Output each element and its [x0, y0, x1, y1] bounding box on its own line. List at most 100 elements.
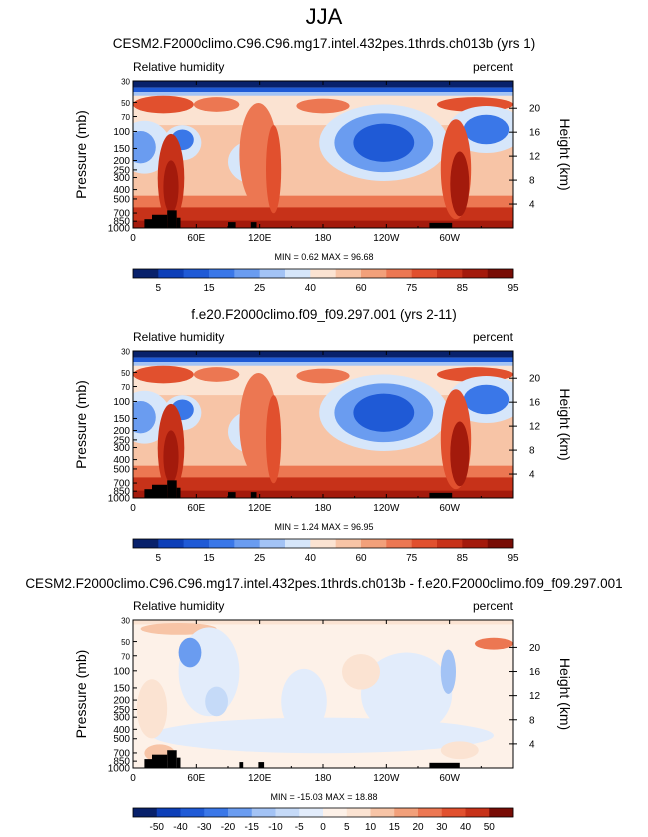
topo-4: [176, 217, 181, 228]
colorbar-box: [180, 808, 205, 817]
colorbar-box: [437, 539, 463, 548]
colorbar-box: [158, 539, 184, 548]
min-max-stats: MIN = 1.24 MAX = 96.95: [274, 522, 373, 532]
colorbar-box: [386, 539, 412, 548]
y-tick-label: 30: [121, 348, 130, 357]
colorbar-box: [441, 808, 466, 817]
colorbar-frame: [132, 538, 514, 549]
y-tick-label: 700: [113, 479, 130, 490]
y-axis-title-right: Height (km): [557, 388, 573, 460]
colorbar-label: 75: [406, 283, 418, 294]
height-tick-label: 16: [529, 398, 541, 409]
field-upper-moist-2: [193, 97, 240, 112]
y-axis-title: Pressure (mb): [73, 650, 89, 739]
colorbar-label: 5: [156, 553, 162, 564]
colorbar-box: [310, 269, 336, 278]
field-dry-west-inner: [133, 400, 156, 434]
units-label: percent: [473, 599, 514, 613]
y-tick-label: 850: [113, 217, 130, 228]
colorbar-label: 85: [457, 553, 469, 564]
y-tick-label: 150: [113, 144, 130, 155]
units-label: percent: [473, 330, 514, 344]
topo-1: [144, 759, 152, 768]
colorbar: 5 15 25 40 60 75 85 95: [132, 538, 519, 564]
colorbar-box: [489, 808, 514, 817]
y-tick-label: 400: [113, 185, 130, 196]
topo-6: [250, 492, 257, 498]
panel-title: CESM2.F2000climo.C96.C96.mg17.intel.432p…: [113, 36, 535, 51]
colorbar-box: [462, 269, 488, 278]
colorbar-box: [310, 539, 336, 548]
colorbar-box: [346, 808, 371, 817]
x-tick-label: 120W: [373, 233, 400, 244]
colorbar-label: 10: [365, 822, 377, 832]
field-plume-warmpool-core: [266, 125, 282, 214]
variable-label: Relative humidity: [133, 330, 224, 344]
height-tick-label: 16: [529, 667, 541, 678]
height-tick-label: 12: [529, 691, 541, 702]
field-plume-africa-core: [163, 430, 179, 484]
colorbar-box: [209, 269, 235, 278]
panel-3: CESM2.F2000climo.C96.C96.mg17.intel.432p…: [25, 576, 622, 833]
height-tick-label: 8: [529, 446, 535, 457]
field-plume-america-core: [450, 421, 470, 487]
y-tick-label: 100: [113, 127, 130, 138]
y-tick-label: 50: [121, 369, 130, 378]
field-strato-blue: [133, 87, 513, 93]
contour-field: [133, 351, 513, 498]
colorbar-label: 40: [305, 553, 317, 564]
colorbar-label: 50: [484, 822, 496, 832]
field-diff-surface-warm2: [440, 741, 479, 760]
x-tick-label: 60E: [187, 503, 205, 514]
field-diff-east-red: [475, 637, 513, 650]
y-tick-label: 700: [113, 209, 130, 220]
field-diff-africa-blue2: [205, 686, 229, 717]
height-tick-label: 20: [529, 643, 541, 654]
colorbar-box: [437, 269, 463, 278]
y-tick-label: 400: [113, 455, 130, 466]
y-tick-label: 150: [113, 414, 130, 425]
height-tick-label: 4: [529, 739, 535, 750]
y-tick-label: 850: [113, 487, 130, 498]
y-tick-label: 1000: [108, 764, 131, 775]
colorbar: 5 15 25 40 60 75 85 95: [132, 268, 519, 294]
x-tick-label: 60E: [187, 233, 205, 244]
colorbar-box: [487, 539, 514, 548]
colorbar-box: [361, 269, 387, 278]
colorbar-label: 15: [203, 553, 215, 564]
colorbar-box: [156, 808, 181, 817]
colorbar-label: 40: [460, 822, 472, 832]
colorbar-label: 25: [254, 553, 266, 564]
field-diff-america-blue: [440, 649, 456, 694]
panel-title: f.e20.F2000climo.f09_f09.297.001 (yrs 2-…: [191, 307, 456, 322]
field-strato-blue: [133, 357, 513, 363]
y-tick-label: 300: [113, 713, 130, 724]
topo-2: [152, 754, 168, 768]
height-tick-label: 8: [529, 176, 535, 187]
height-tick-label: 8: [529, 715, 535, 726]
min-max-stats: MIN = 0.62 MAX = 96.68: [274, 252, 373, 262]
y-axis-title: Pressure (mb): [73, 110, 89, 199]
colorbar-box: [158, 269, 184, 278]
field-dry-pacific-core: [353, 123, 415, 162]
topo-7: [429, 492, 453, 498]
colorbar-box: [335, 269, 362, 278]
colorbar-label: 15: [389, 822, 401, 832]
colorbar-box: [299, 808, 324, 817]
colorbar-box: [133, 539, 159, 548]
y-tick-label: 500: [113, 464, 130, 475]
contour-field: [133, 81, 513, 228]
x-tick-label: 120W: [373, 503, 400, 514]
colorbar-label: 40: [305, 283, 317, 294]
y-tick-label: 30: [121, 617, 130, 626]
y-tick-label: 200: [113, 426, 130, 437]
colorbar-box: [411, 269, 438, 278]
field-dry-east-inner: [463, 384, 510, 415]
x-tick-label: 120W: [373, 773, 400, 784]
colorbar-label: -40: [173, 822, 188, 832]
colorbar-box: [204, 808, 229, 817]
colorbar-box: [487, 269, 514, 278]
colorbar-box: [462, 539, 488, 548]
y-tick-label: 250: [113, 165, 130, 176]
colorbar-label: -5: [295, 822, 304, 832]
